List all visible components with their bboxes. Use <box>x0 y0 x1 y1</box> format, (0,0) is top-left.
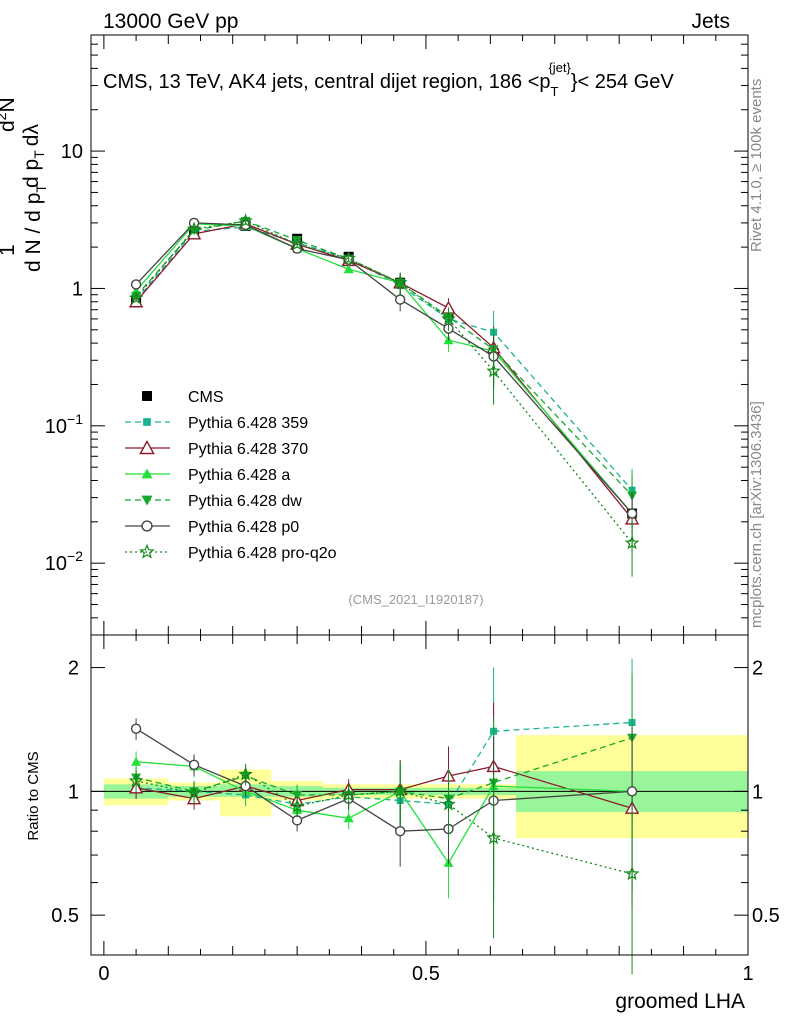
main-point-pp0-5 <box>394 294 406 305</box>
ratio-point-pq2o-8 <box>624 866 640 881</box>
header-left: 13000 GeV pp <box>103 10 238 33</box>
main-y-tick-label-2: 1 <box>72 278 83 300</box>
main-point-pq2o-6 <box>441 311 456 326</box>
main-point-pp0-8 <box>626 508 638 519</box>
main-y-tick-label-0: 10−2 <box>45 548 83 575</box>
main-point-pq2o-4 <box>341 250 356 265</box>
ratio-line-pq2o <box>135 773 633 875</box>
legend-label-pq2o: Pythia 6.428 pro-q2o <box>188 545 337 562</box>
legend-label-pdw: Pythia 6.428 dw <box>188 493 302 510</box>
x-tick-label-1: 0.5 <box>412 963 440 985</box>
main-y-axis-label: d N / d pT1 d pTdλ d2N <box>0 97 49 272</box>
legend-entry-pp0: Pythia 6.428 p0 <box>125 519 299 536</box>
main-line-pq2o <box>135 220 633 544</box>
svg-text:d2N: d2N <box>0 97 19 132</box>
legend-label-p370: Pythia 6.428 370 <box>188 441 308 458</box>
legend-label-cms: CMS <box>188 389 224 406</box>
main-series-pq2o <box>128 213 640 577</box>
ratio-y-tick-label-left-0: 0.5 <box>51 905 79 927</box>
ratio-y-tick-label-right-2: 2 <box>752 658 763 680</box>
main-point-pq2o-7 <box>486 363 501 378</box>
main-y-tick-label-3: 10 <box>61 141 83 163</box>
legend-marker-cms <box>142 391 152 401</box>
legend-entry-pa: Pythia 6.428 a <box>125 467 290 484</box>
ratio-plot-frame <box>90 634 749 956</box>
ratio-point-pp0-1 <box>188 759 200 771</box>
legend-marker-p370 <box>139 439 155 455</box>
legend-marker-pa <box>141 468 153 479</box>
x-axis-label: groomed LHA <box>615 990 745 1013</box>
mcplots-label: mcplots.cern.ch [arXiv:1306.3436] <box>748 401 765 628</box>
ratio-point-pq2o-1 <box>186 785 202 800</box>
legend-entry-p359: Pythia 6.428 359 <box>125 415 308 432</box>
ratio-point-pq2o-2 <box>238 766 253 781</box>
ratio-point-pq2o-5 <box>392 783 408 798</box>
ratio-point-pq2o-7 <box>486 830 501 845</box>
ratio-y-tick-label-left-2: 2 <box>68 658 79 680</box>
svg-text:d pTdλ: d pTdλ <box>20 124 47 188</box>
main-point-pq2o-1 <box>186 221 202 236</box>
ratio-y-axis-label: Ratio to CMS <box>25 751 42 840</box>
main-y-tick-label-1: 10−1 <box>45 411 83 438</box>
ratio-point-pq2o-6 <box>441 796 456 811</box>
ratio-point-pq2o-3 <box>289 798 305 813</box>
ratio-series-pq2o <box>128 761 640 975</box>
main-point-pq2o-3 <box>289 236 305 251</box>
legend-entry-cms: CMS <box>142 389 224 406</box>
watermark: (CMS_2021_I1920187) <box>348 592 483 607</box>
header-right: Jets <box>691 10 730 33</box>
legend-entry-p370: Pythia 6.428 370 <box>125 439 308 458</box>
ratio-line-pdw <box>135 737 633 800</box>
legend-marker-pp0 <box>141 520 153 532</box>
main-point-pdw-3 <box>292 236 303 246</box>
main-point-pq2o-5 <box>392 275 408 289</box>
ratio-point-pq2o-0 <box>128 773 144 788</box>
ratio-point-pp0-5 <box>394 826 406 837</box>
legend-marker-pdw <box>141 495 153 506</box>
x-tick-label-2: 1 <box>742 963 753 985</box>
main-point-pp0-0 <box>130 279 142 290</box>
legend-label-pa: Pythia 6.428 a <box>188 467 290 484</box>
ratio-y-tick-label-right-0: 0.5 <box>752 905 780 927</box>
legend-label-p359: Pythia 6.428 359 <box>188 415 308 432</box>
main-point-pq2o-8 <box>624 535 640 550</box>
ratio-y-tick-label-left-1: 1 <box>68 781 79 803</box>
ratio-point-pa-4 <box>343 813 354 823</box>
svg-text:d N / d pT1: d N / d pT1 <box>0 184 49 272</box>
legend-entry-pq2o: Pythia 6.428 pro-q2o <box>125 543 337 562</box>
ratio-point-pdw-3 <box>292 790 303 800</box>
main-line-pdw <box>135 220 633 497</box>
ratio-point-pa-0 <box>131 756 142 766</box>
main-title: CMS, 13 TeV, AK4 jets, central dijet reg… <box>103 60 674 99</box>
main-point-pq2o-0 <box>128 290 144 305</box>
legend-entry-pdw: Pythia 6.428 dw <box>125 493 302 510</box>
legend-marker-p359 <box>143 418 151 426</box>
main-point-pq2o-2 <box>238 213 253 228</box>
ratio-point-pp0-8 <box>626 786 638 797</box>
rivet-label: Rivet 4.1.0, ≥ 100k events <box>748 79 765 252</box>
ratio-point-pp0-0 <box>130 723 142 734</box>
x-tick-label-0: 0 <box>98 963 109 985</box>
legend-marker-pq2o <box>139 543 155 559</box>
legend-label-pp0: Pythia 6.428 p0 <box>188 519 299 536</box>
ratio-point-pq2o-4 <box>341 787 356 802</box>
main-point-pa-4 <box>343 264 354 274</box>
ratio-y-tick-label-right-1: 1 <box>752 781 763 803</box>
